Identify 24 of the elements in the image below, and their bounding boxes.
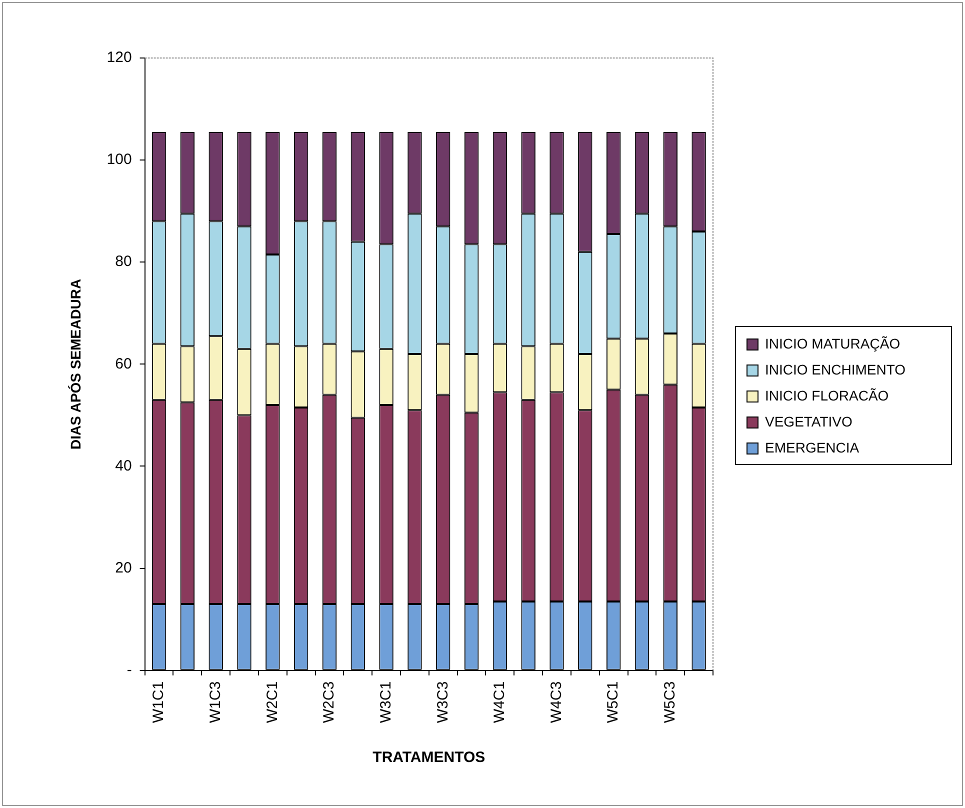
legend-label: INICIO MATURAÇÃO xyxy=(765,335,900,352)
y-axis-title: DIAS APÓS SEMEADURA xyxy=(67,278,84,450)
x-tick-label: W4C1 xyxy=(491,681,508,724)
x-tick-label: W1C3 xyxy=(206,681,224,724)
y-tick-label: 120 xyxy=(106,49,132,66)
y-tick-label: 20 xyxy=(115,559,132,576)
legend-label: EMERGENCIA xyxy=(765,439,860,456)
y-tick-label: 60 xyxy=(115,355,132,372)
x-axis-title: TRATAMENTOS xyxy=(372,749,486,766)
x-tick-label: W5C3 xyxy=(662,681,679,724)
legend-label: INICIO FLORACÃO xyxy=(765,387,889,404)
x-tick-label: W1C1 xyxy=(150,681,168,724)
y-tick-label: 80 xyxy=(115,253,132,270)
y-tick-label: 100 xyxy=(106,151,132,168)
y-tick-label: - xyxy=(126,661,132,678)
x-tick-label: W2C1 xyxy=(264,681,281,724)
x-tick-label: W2C3 xyxy=(320,681,338,724)
y-tick-label: 40 xyxy=(115,457,132,474)
x-tick-label: W3C3 xyxy=(434,681,452,724)
legend-label: INICIO ENCHIMENTO xyxy=(765,361,906,378)
legend-label: VEGETATIVO xyxy=(765,413,852,430)
x-tick-label: W4C3 xyxy=(548,681,565,724)
x-tick-label: W3C1 xyxy=(377,681,394,724)
x-tick-label: W5C1 xyxy=(604,681,622,724)
